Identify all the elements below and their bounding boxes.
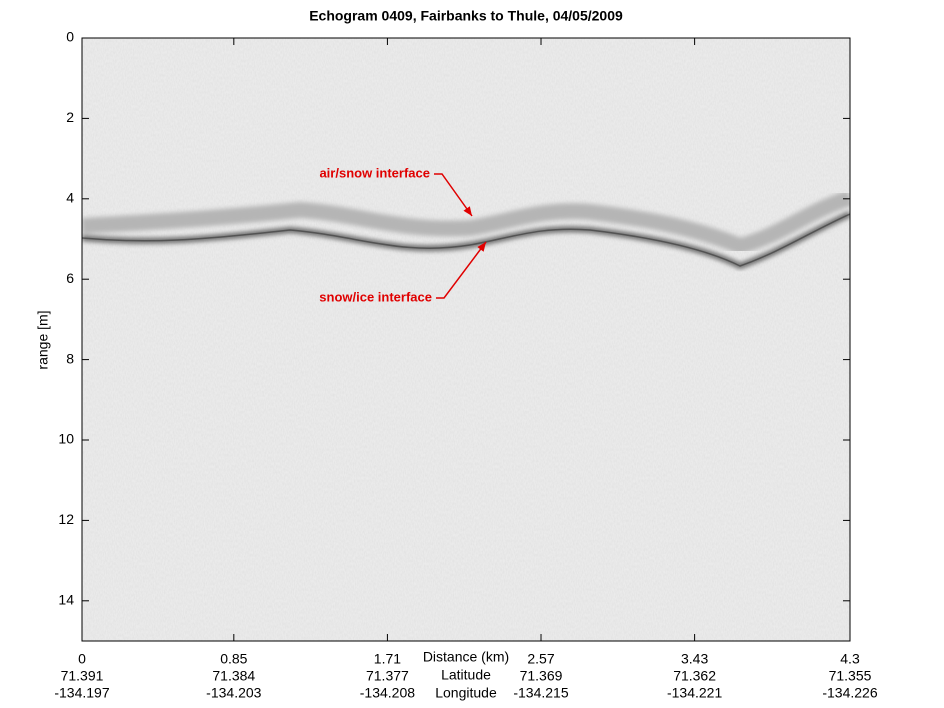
annotations: air/snow interface snow/ice interface [319,165,487,304]
longitude-tick-label: -134.215 [513,685,568,701]
annotation-arrow [434,173,473,217]
latitude-tick-label: 71.384 [212,668,255,684]
longitude-tick-label: -134.226 [822,685,877,701]
x-tick-label: 0.85 [220,651,247,667]
latitude-tick-label: 71.355 [829,668,872,684]
longitude-label: Longitude [435,685,497,701]
y-tick-label: 2 [66,109,74,125]
x-tick-label: 0 [78,651,86,667]
latitude-tick-label: 71.391 [61,668,104,684]
y-tick-label: 10 [58,431,74,447]
y-tick-label: 6 [66,270,74,286]
y-tick-label: 4 [66,190,74,206]
arrow-head [477,242,486,252]
longitude-tick-label: -134.221 [667,685,722,701]
x-tick-label: 4.3 [840,651,860,667]
plot-frame [81,37,851,642]
longitude-tick-label: -134.197 [54,685,109,701]
annotation: air/snow interface [319,165,430,180]
latitude-tick-label: 71.362 [673,668,716,684]
annotation-arrow [436,241,487,299]
annotation: snow/ice interface [319,289,432,304]
y-tick-label: 12 [58,511,74,527]
latitude-tick-label: 71.377 [366,668,409,684]
y-tick-label: 8 [66,350,74,366]
latitude-tick-label: 71.369 [520,668,563,684]
latitude-label: Latitude [441,667,491,683]
chart-title: Echogram 0409, Fairbanks to Thule, 04/05… [309,8,623,24]
x-tick-label: 3.43 [681,651,708,667]
y-axis-label: range [m] [35,310,51,369]
longitude-tick-label: -134.208 [360,685,415,701]
longitude-tick-label: -134.203 [206,685,261,701]
y-tick-label: 14 [58,592,74,608]
x-tick-label: 2.57 [527,651,554,667]
y-tick-label: 0 [66,29,74,45]
arrow-head [463,206,472,216]
echogram-image [82,38,850,641]
x-tick-label: 1.71 [374,651,401,667]
x-axis-label: Distance (km) [423,649,509,665]
